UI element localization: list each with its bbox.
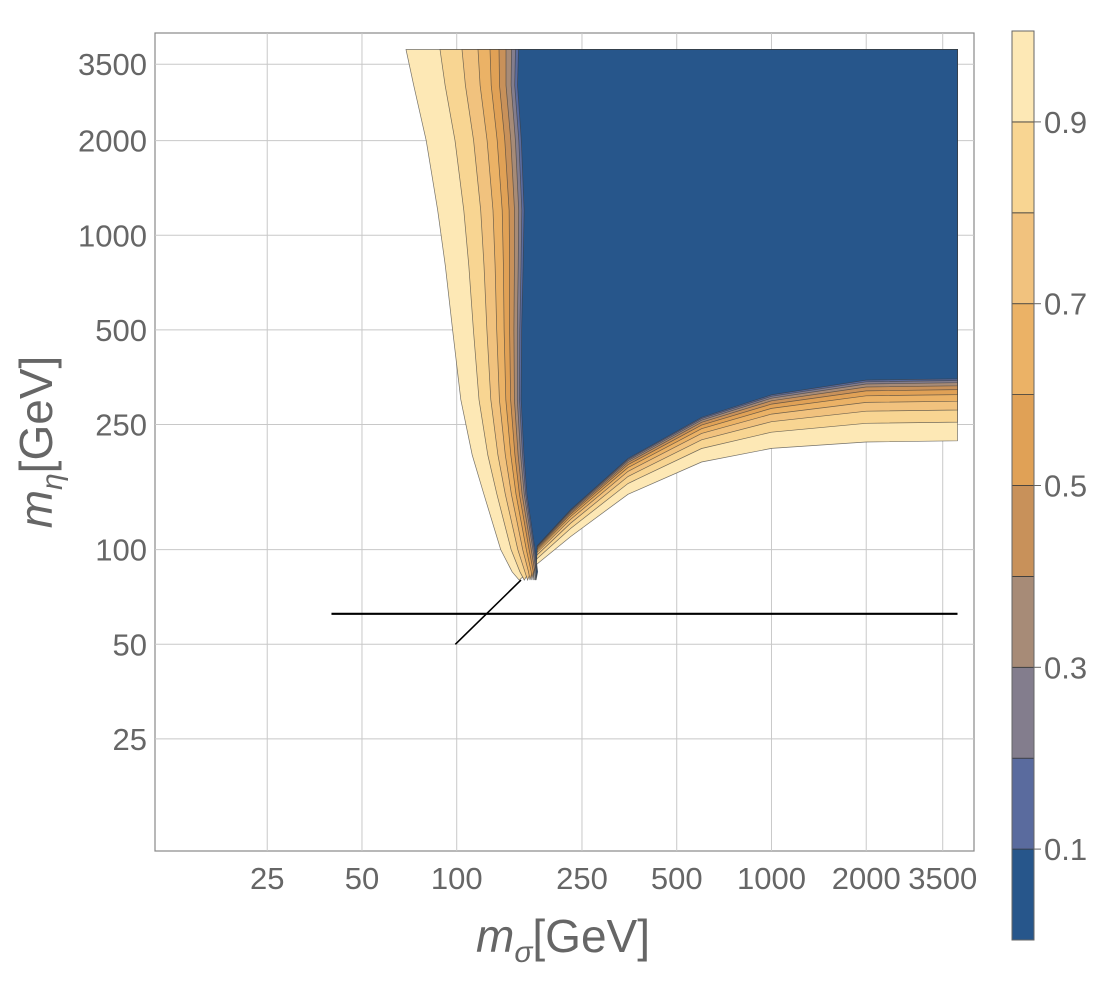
colorbar-swatch bbox=[1011, 121, 1035, 214]
colorbar-swatch bbox=[1011, 303, 1035, 396]
colorbar-swatch bbox=[1011, 757, 1035, 850]
colorbar-swatch bbox=[1011, 848, 1035, 941]
contour-band bbox=[517, 49, 958, 581]
contour-region bbox=[405, 49, 958, 582]
colorbar-swatch bbox=[1011, 485, 1035, 577]
x-tick-label: 500 bbox=[651, 861, 703, 896]
x-tick-label: 250 bbox=[556, 861, 608, 896]
y-tick-label: 500 bbox=[95, 313, 147, 348]
colorbar: 0.1 0.3 0.5 0.7 0.9 bbox=[1011, 30, 1087, 941]
colorbar-swatch bbox=[1011, 666, 1035, 759]
y-tick-label: 100 bbox=[95, 533, 147, 568]
x-axis-title: mσ[GeV] bbox=[476, 910, 650, 969]
x-tick-label: 50 bbox=[345, 861, 379, 896]
x-tick-label: 2000 bbox=[832, 861, 901, 896]
y-axis-title: mη[GeV] bbox=[10, 356, 69, 529]
x-tick-label: 1000 bbox=[737, 861, 806, 896]
colorbar-swatch bbox=[1011, 30, 1035, 123]
colorbar-swatch bbox=[1011, 394, 1035, 486]
y-tick-label: 1000 bbox=[78, 218, 147, 253]
colorbar-tick-label: 0.1 bbox=[1044, 832, 1087, 867]
colorbar-swatch bbox=[1011, 576, 1035, 668]
y-tick-labels: 25 50 100 250 500 1000 2000 3500 bbox=[78, 47, 147, 757]
colorbar-tick-label: 0.5 bbox=[1044, 469, 1087, 504]
y-tick-label: 25 bbox=[113, 722, 147, 757]
x-tick-label: 3500 bbox=[908, 861, 977, 896]
y-tick-label: 50 bbox=[113, 627, 147, 662]
diagonal-line bbox=[454, 579, 522, 645]
x-tick-label: 100 bbox=[431, 861, 483, 896]
colorbar-tick-label: 0.3 bbox=[1044, 650, 1087, 685]
x-tick-labels: 25 50 100 250 500 1000 2000 3500 bbox=[250, 861, 977, 896]
grid-lines bbox=[155, 33, 974, 851]
line-overlay bbox=[331, 579, 958, 645]
colorbar-swatch bbox=[1011, 212, 1035, 305]
y-tick-label: 2000 bbox=[78, 124, 147, 159]
colorbar-tick-label: 0.9 bbox=[1044, 105, 1087, 140]
y-tick-label: 250 bbox=[95, 408, 147, 443]
x-tick-label: 25 bbox=[250, 861, 284, 896]
colorbar-tick-label: 0.7 bbox=[1044, 287, 1087, 322]
y-tick-label: 3500 bbox=[78, 47, 147, 82]
